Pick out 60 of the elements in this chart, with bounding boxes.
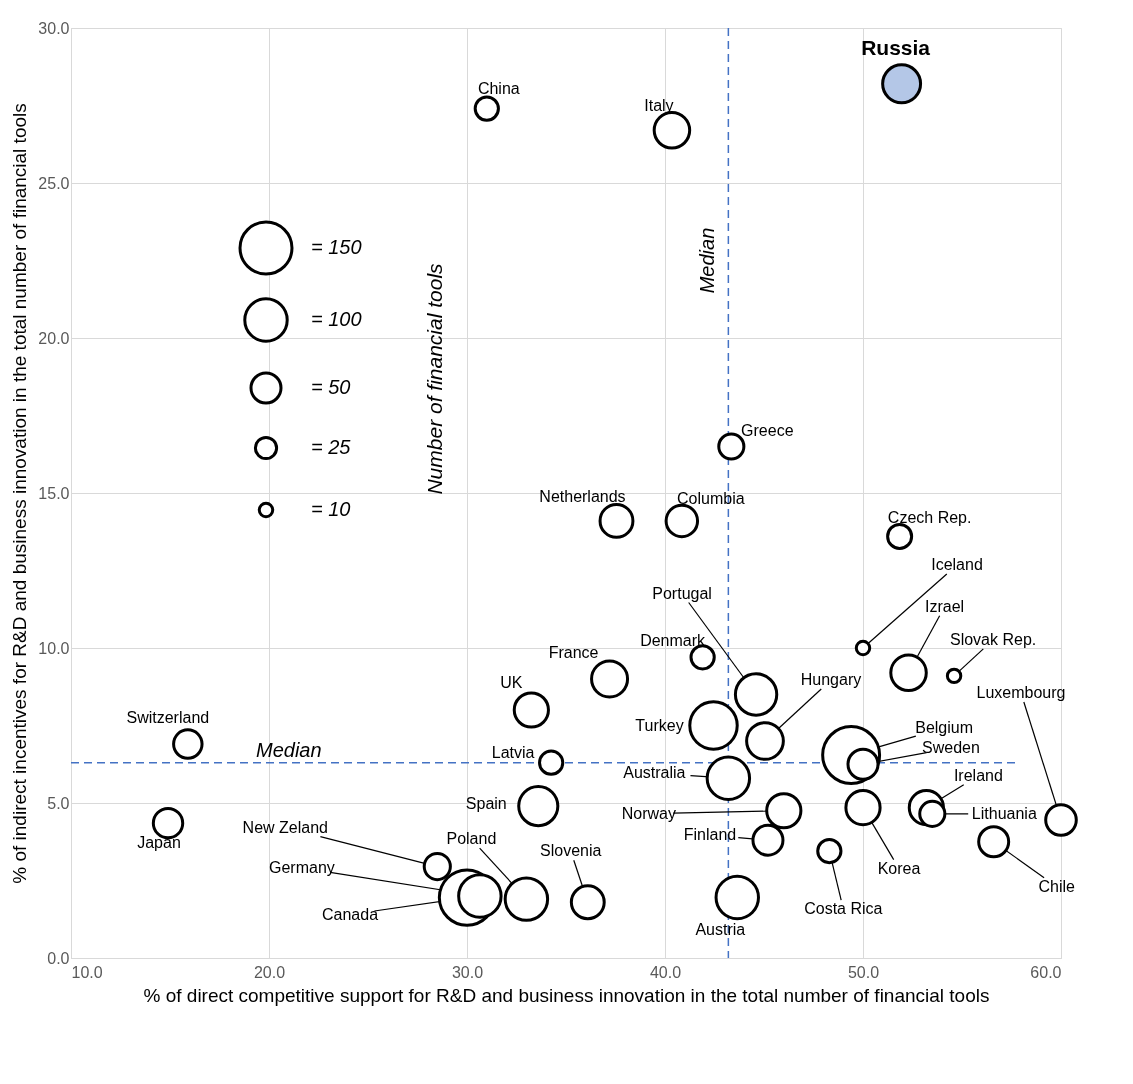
annotation: Slovenia — [540, 842, 602, 860]
annotation: China — [477, 79, 520, 97]
ref-line-label: Median — [256, 738, 322, 761]
legend-label: = 100 — [311, 308, 362, 330]
y-tick-label: 15.0 — [38, 484, 70, 502]
x-axis-title: % of direct competitive support for R&D and business innovation in the total number of financial tools — [143, 984, 990, 1006]
annotation: Austria — [695, 920, 746, 938]
legend-label: = 150 — [311, 236, 362, 258]
annotation: Izrael — [924, 597, 965, 615]
annotation: Hungary — [800, 671, 862, 688]
annotation: Italy — [644, 97, 674, 115]
annotation: Poland — [446, 830, 497, 848]
annotation: Norway — [621, 804, 676, 822]
annotation: Czech Rep. — [887, 509, 972, 527]
ref-line-label: Median — [696, 227, 719, 294]
legend-label: = 50 — [311, 376, 351, 398]
annotation: Belgium — [915, 718, 974, 736]
legend-label: = 10 — [311, 498, 351, 520]
annotation: Columbia — [677, 489, 745, 507]
annotation: Finland — [683, 826, 737, 844]
annotation: Denmark — [640, 632, 707, 650]
annotation: Japan — [137, 834, 181, 852]
y-tick-label: 25.0 — [38, 174, 70, 192]
annotation: Sweden — [922, 739, 980, 757]
annotation: Netherlands — [539, 487, 626, 505]
x-tick-label: 10.0 — [71, 963, 103, 981]
annotation: Switzerland — [126, 709, 210, 727]
annotation: Australia — [623, 764, 686, 782]
annotation: Luxembourg — [976, 684, 1066, 702]
y-tick-label: 0.0 — [47, 949, 70, 967]
y-axis-title: % of indirect incentives for R&D and business innovation in the total number of financial tools — [9, 103, 31, 884]
y-tick-label: 10.0 — [38, 639, 70, 657]
annotation: Latvia — [491, 743, 535, 761]
annotation: UK — [500, 674, 523, 691]
y-tick-label: 5.0 — [47, 794, 70, 812]
y-tick-label: 20.0 — [38, 329, 70, 347]
annotation: Germany — [268, 859, 335, 876]
legend-label: = 25 — [311, 436, 352, 458]
annotation: Russia — [861, 35, 931, 59]
y-tick-label: 30.0 — [38, 19, 70, 37]
annotation: Greece — [741, 421, 794, 439]
annotation: Korea — [877, 859, 921, 877]
annotation: Portugal — [652, 584, 712, 602]
x-tick-label: 30.0 — [451, 963, 484, 981]
annotation: Ireland — [953, 766, 1003, 784]
annotation: Spain — [465, 795, 507, 813]
x-tick-label: 40.0 — [649, 963, 682, 981]
annotation: New Zeland — [242, 818, 328, 836]
annotation: Chile — [1038, 877, 1076, 895]
annotation: Costa Rica — [804, 900, 883, 918]
annotation: Slovak Rep. — [949, 630, 1037, 648]
annotation: Lithuania — [971, 804, 1037, 822]
x-tick-label: 60.0 — [1030, 963, 1062, 981]
x-tick-label: 50.0 — [847, 963, 880, 981]
annotation: Iceland — [931, 556, 983, 573]
annotation: France — [548, 644, 599, 661]
annotation: Turkey — [635, 716, 684, 734]
annotation: Canada — [321, 905, 379, 923]
legend-title: Number of financial tools — [423, 262, 446, 495]
x-tick-label: 20.0 — [253, 963, 286, 981]
